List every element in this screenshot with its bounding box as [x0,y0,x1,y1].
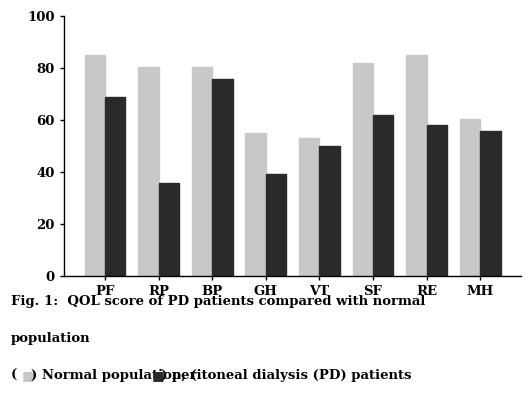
Bar [427,126,447,276]
Text: population: population [11,332,90,345]
Text: (: ( [11,369,17,382]
Bar [245,133,266,276]
Bar [212,79,232,276]
Text: ) Normal population, (: ) Normal population, ( [31,369,197,382]
Bar [480,131,501,276]
Bar [266,173,286,276]
Bar [373,115,393,276]
Text: ) peritoneal dialysis (PD) patients: ) peritoneal dialysis (PD) patients [161,369,411,382]
Text: ■: ■ [152,369,164,382]
Bar [85,56,105,276]
Text: Fig. 1:  QOL score of PD patients compared with normal: Fig. 1: QOL score of PD patients compare… [11,295,425,308]
Bar [353,63,373,276]
Bar [406,56,427,276]
Bar [105,97,126,276]
Bar [159,183,179,276]
Bar [138,67,159,276]
Bar [319,146,340,276]
Bar [460,119,480,276]
Bar [192,67,212,276]
Text: ■: ■ [22,369,34,382]
Bar [299,138,319,276]
